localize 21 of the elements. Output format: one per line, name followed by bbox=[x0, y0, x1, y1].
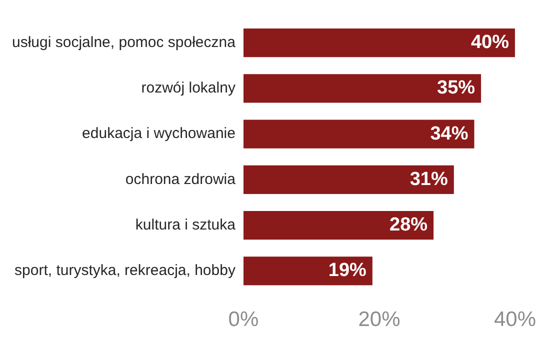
data-label: 40% bbox=[470, 32, 510, 54]
x-tick-label: 20% bbox=[358, 308, 400, 332]
x-tick-label: 40% bbox=[494, 308, 536, 332]
x-tick-label: 0% bbox=[228, 308, 259, 332]
data-label: 19% bbox=[328, 260, 367, 282]
data-label: 35% bbox=[437, 78, 476, 99]
bar bbox=[243, 211, 434, 240]
y-tick-label: ochrona zdrowia bbox=[125, 170, 236, 188]
bar bbox=[243, 256, 372, 286]
bar bbox=[243, 120, 474, 148]
y-tick-label: usługi socjalne, pomoc społeczna bbox=[12, 34, 236, 51]
y-tick-label: rozwój lokalny bbox=[141, 80, 236, 97]
bar bbox=[243, 28, 515, 58]
y-tick-label: edukacja i wychowanie bbox=[82, 125, 236, 142]
y-tick-label: kultura i sztuka bbox=[135, 216, 236, 234]
bar bbox=[243, 74, 482, 103]
data-label: 34% bbox=[430, 123, 468, 144]
data-label: 31% bbox=[410, 168, 448, 190]
data-label: 28% bbox=[389, 214, 428, 236]
bar bbox=[243, 165, 454, 194]
y-tick-label: sport, turystyka, rekreacja, hobby bbox=[14, 262, 236, 280]
